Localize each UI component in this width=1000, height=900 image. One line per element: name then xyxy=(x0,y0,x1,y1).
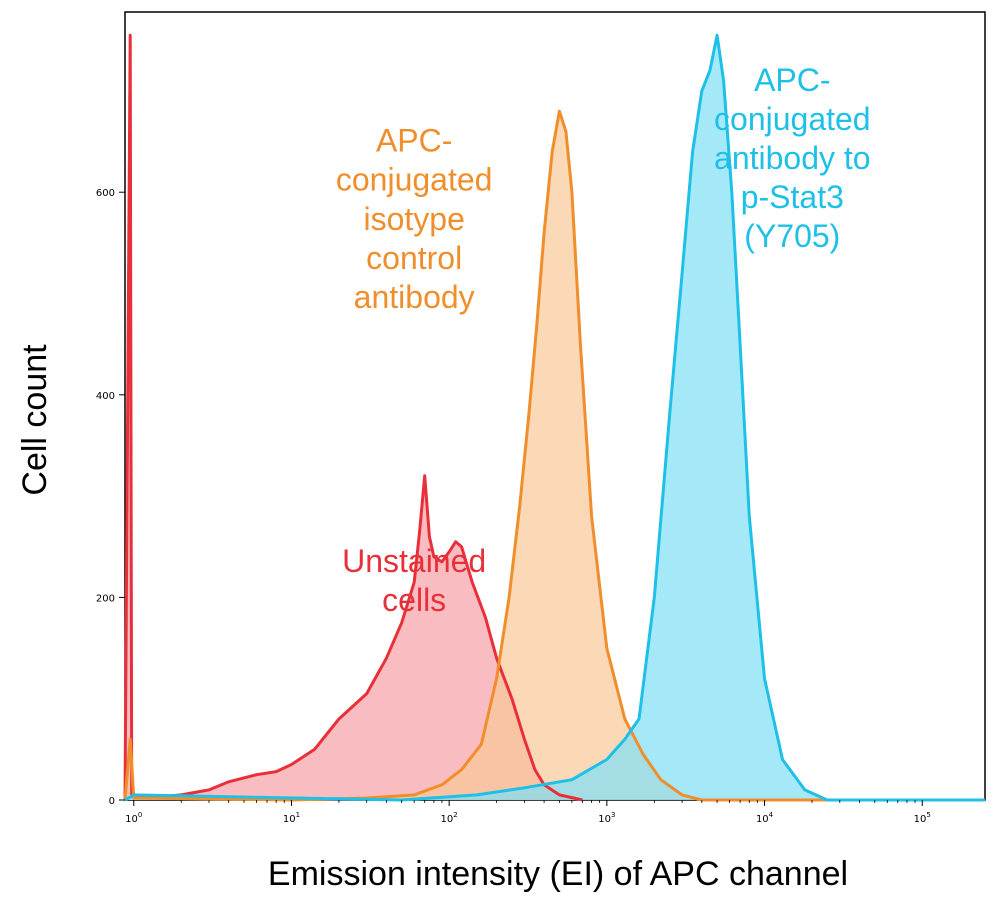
x-tick-label-2: 102 xyxy=(441,811,458,825)
annotation-1: APC-conjugated isotype control antibody xyxy=(336,123,493,315)
x-tick-label-4: 104 xyxy=(756,811,774,825)
y-tick-label-0: 0 xyxy=(109,796,115,807)
x-tick-label-5: 105 xyxy=(914,811,931,825)
x-tick-label-0: 100 xyxy=(125,811,142,825)
series-line-0 xyxy=(123,33,583,802)
x-tick-label-3: 103 xyxy=(598,811,615,825)
annotation-2: APC-conjugated antibody to p-Stat3 (Y705) xyxy=(714,62,871,254)
y-axis-label: Cell count xyxy=(16,344,54,496)
series-fill-1 xyxy=(125,111,985,800)
series-line-2 xyxy=(124,33,985,802)
x-tick-label-1: 101 xyxy=(283,811,300,825)
annotation-0: Unstained cells xyxy=(342,543,486,618)
x-axis-label: Emission intensity (EI) of APC channel xyxy=(268,855,848,893)
series-layer xyxy=(123,33,985,802)
series-line-1 xyxy=(123,109,985,802)
y-tick-label-1: 200 xyxy=(96,593,115,604)
annotation-layer: Unstained cells APC-conjugated isotype contr… xyxy=(336,62,871,618)
y-tick-label-2: 400 xyxy=(96,391,115,402)
y-tick-label-3: 600 xyxy=(96,188,115,199)
series-fill-0 xyxy=(125,35,583,800)
